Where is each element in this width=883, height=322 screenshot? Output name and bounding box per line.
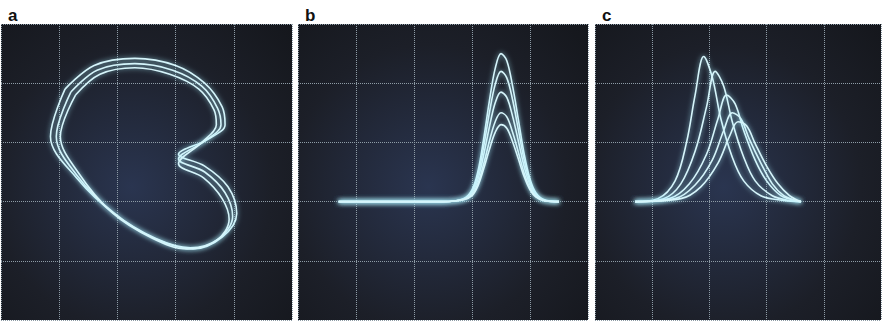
svg-text:b: b (305, 6, 315, 25)
svg-text:a: a (8, 6, 18, 25)
svg-text:c: c (602, 6, 611, 25)
